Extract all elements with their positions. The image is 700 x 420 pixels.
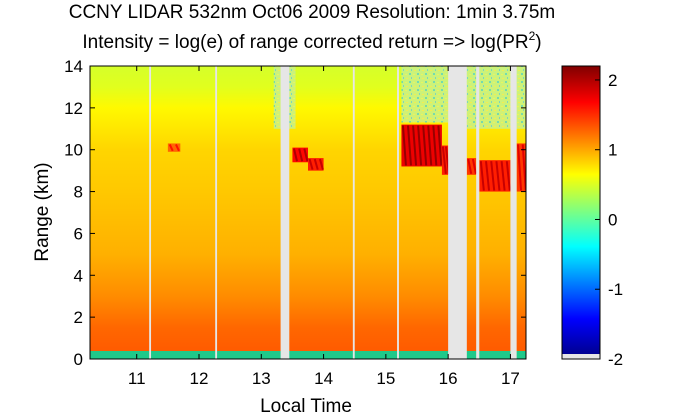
plot-area	[90, 66, 526, 359]
cloud-streak	[437, 125, 443, 166]
y-tick-label: 2	[74, 308, 83, 327]
y-tick-label: 4	[74, 266, 83, 285]
cloud-streak	[495, 161, 501, 191]
y-tick-label: 6	[74, 224, 83, 243]
colorbar	[562, 66, 600, 355]
cloud-streak	[308, 158, 314, 170]
data-gap	[352, 66, 355, 359]
data-gap	[448, 66, 467, 359]
cloud-streak	[500, 161, 506, 191]
x-tick-label: 16	[439, 369, 458, 388]
y-axis: 0 2 4 6 8 10 12 14	[64, 57, 526, 369]
plot-frame	[89, 65, 527, 360]
cloud-streak	[471, 158, 477, 175]
subtitle-superscript: 2	[529, 29, 536, 43]
x-tick-label: 17	[501, 369, 520, 388]
cloud-streak	[427, 125, 433, 166]
y-tick-label: 8	[74, 183, 83, 202]
x-axis: 11 12 13 14 15 16 17	[128, 66, 520, 388]
colorbar-tick-label: 1	[608, 141, 617, 160]
colorbar-tick-label: 0	[608, 210, 617, 229]
colorbar-tick-label: -1	[608, 280, 623, 299]
y-tick-label: 0	[74, 350, 83, 369]
x-tick-label: 12	[190, 369, 209, 388]
cloud-streak	[412, 125, 418, 166]
cloud-streak	[485, 161, 491, 191]
data-gap	[215, 66, 218, 359]
cloud-streak	[168, 144, 174, 152]
cloud-streak	[417, 125, 423, 166]
x-tick-label: 13	[252, 369, 271, 388]
cloud-streak	[401, 125, 407, 166]
surface-layer	[90, 351, 526, 359]
y-axis-label: Range (km)	[32, 162, 53, 261]
cloud-layer	[167, 124, 526, 192]
cloud-streak	[517, 144, 523, 191]
colorbar-tick-label: 2	[608, 71, 617, 90]
data-gap	[510, 66, 517, 359]
noise-region	[466, 66, 526, 129]
y-tick-label: 14	[64, 57, 83, 76]
y-tick-label: 10	[64, 141, 83, 160]
cloud-streak	[298, 148, 304, 162]
x-tick-label: 15	[376, 369, 395, 388]
colorbar-frame	[561, 65, 601, 360]
cloud-streak	[441, 146, 447, 174]
chart-title: CCNY LIDAR 532nm Oct06 2009 Resolution: …	[69, 2, 556, 23]
chart-subtitle: Intensity = log(e) of range corrected re…	[82, 29, 541, 53]
x-tick-label: 14	[314, 369, 333, 388]
subtitle-main: Intensity = log(e) of range corrected re…	[82, 32, 528, 53]
cloud-streak	[467, 158, 473, 175]
cloud-streak	[318, 158, 324, 170]
data-gap	[280, 66, 290, 359]
cloud-streak	[505, 161, 511, 191]
x-tick-label: 11	[128, 369, 146, 388]
cloud-streak	[303, 148, 309, 162]
data-gap	[476, 66, 480, 359]
cloud-streak	[313, 158, 319, 170]
data-gap	[149, 66, 152, 359]
colorbar-tick-label: -2	[608, 350, 623, 369]
cloud-streak	[293, 148, 298, 162]
subtitle-suffix: )	[535, 32, 541, 53]
cloud-streak	[407, 125, 413, 166]
cloud-streak	[175, 144, 180, 152]
noise-region	[401, 66, 449, 123]
data-gap	[397, 66, 399, 359]
cloud-streak	[479, 161, 485, 191]
gap-layer	[149, 66, 517, 359]
y-tick-label: 12	[64, 99, 83, 118]
cloud-feature	[516, 143, 526, 192]
x-axis-label: Local Time	[260, 396, 352, 417]
colorbar-offscale	[562, 354, 600, 359]
cloud-feature	[466, 158, 477, 175]
cloud-streak	[422, 125, 428, 166]
cloud-streak	[521, 144, 526, 191]
cloud-streak	[432, 125, 438, 166]
colorbar-axis: 2 1 0 -1 -2	[595, 71, 623, 369]
cloud-feature	[479, 160, 511, 192]
cloud-feature	[167, 143, 181, 152]
cloud-streak	[490, 161, 496, 191]
